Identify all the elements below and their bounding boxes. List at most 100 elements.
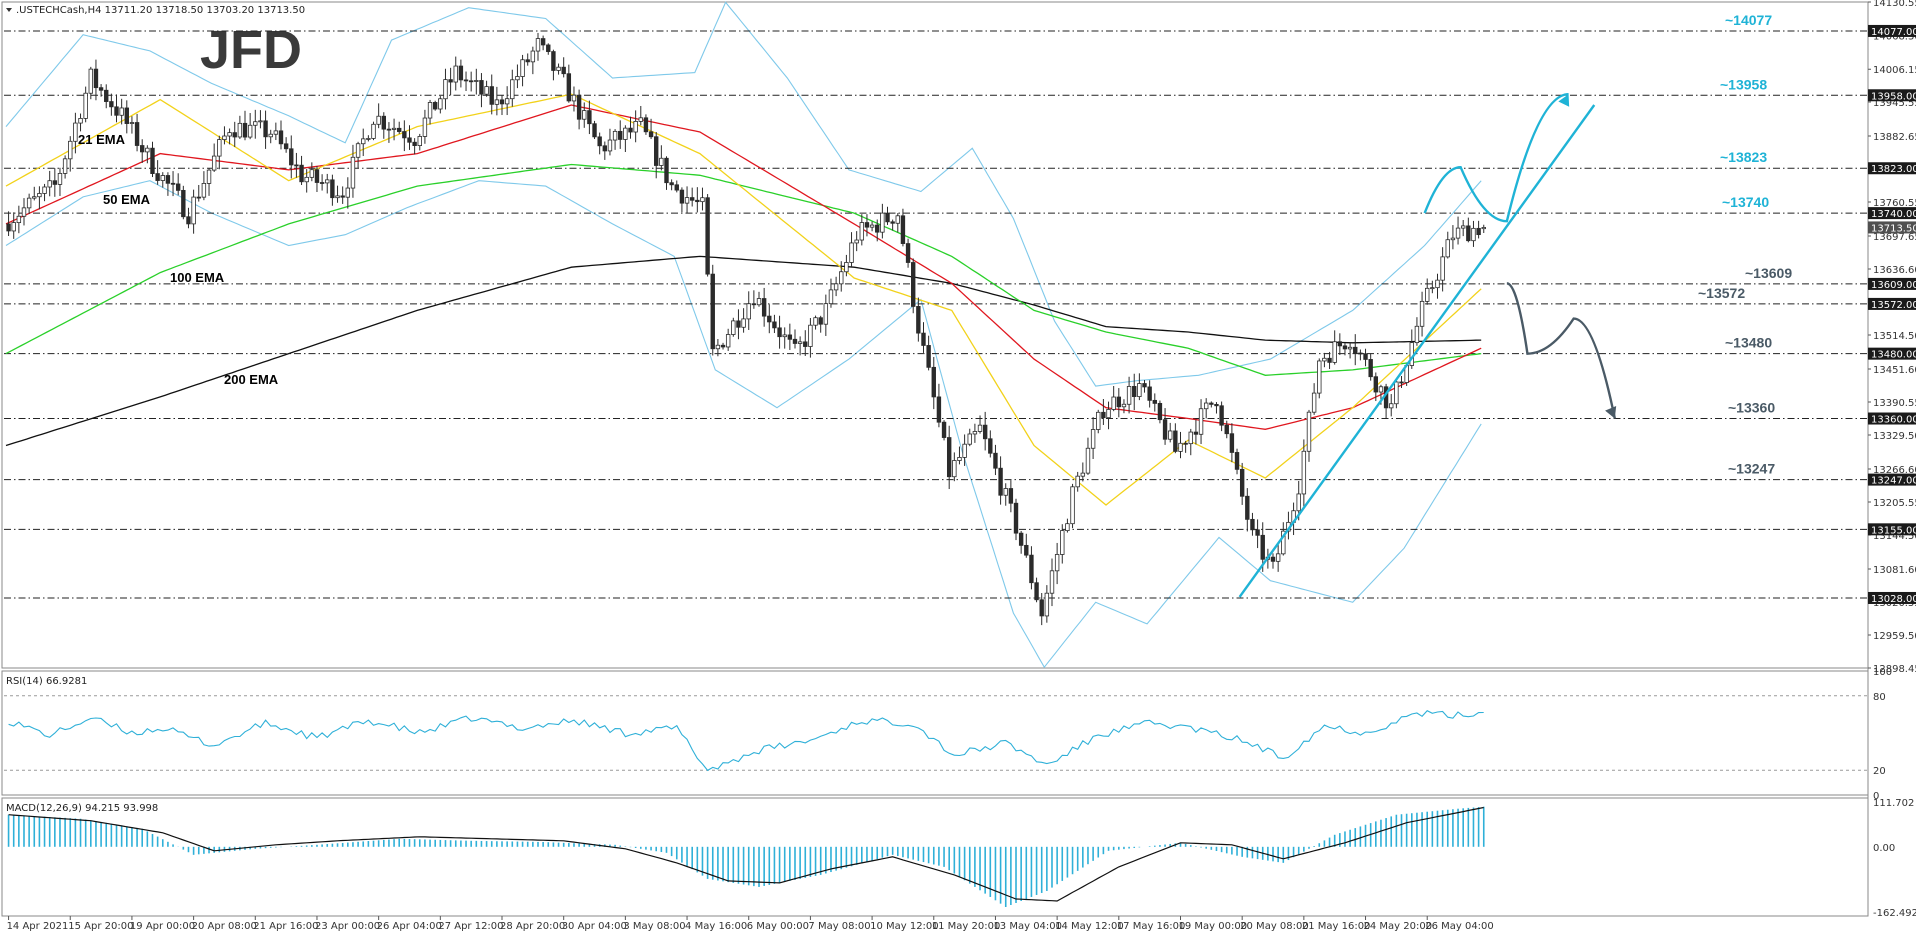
candle-body[interactable] <box>777 327 782 338</box>
candle-body[interactable] <box>47 180 52 188</box>
candle-body[interactable] <box>612 130 618 141</box>
candle-body[interactable] <box>1075 475 1080 488</box>
candle-body[interactable] <box>376 115 381 125</box>
candle-body[interactable] <box>62 158 68 174</box>
candle-body[interactable] <box>1481 227 1486 230</box>
candle-body[interactable] <box>1229 433 1235 453</box>
candle-body[interactable] <box>26 197 32 209</box>
candle-body[interactable] <box>140 145 145 153</box>
candle-body[interactable] <box>792 338 798 344</box>
candle-body[interactable] <box>1101 411 1106 419</box>
candle-body[interactable] <box>761 298 767 317</box>
candle-body[interactable] <box>1024 544 1029 556</box>
candle-body[interactable] <box>607 139 613 152</box>
candle-body[interactable] <box>510 79 515 100</box>
candle-body[interactable] <box>1399 381 1404 384</box>
candle-body[interactable] <box>21 207 27 217</box>
candle-body[interactable] <box>273 130 279 135</box>
candle-body[interactable] <box>345 187 351 198</box>
candle-body[interactable] <box>474 80 479 82</box>
candle-body[interactable] <box>1013 502 1019 534</box>
candle-body[interactable] <box>1018 532 1024 546</box>
candle-body[interactable] <box>438 98 443 110</box>
candle-body[interactable] <box>684 197 690 204</box>
candle-body[interactable] <box>859 222 865 241</box>
candle-body[interactable] <box>679 189 685 204</box>
candle-body[interactable] <box>1430 287 1435 290</box>
candle-body[interactable] <box>767 315 772 323</box>
candle-body[interactable] <box>1070 486 1075 525</box>
candle-body[interactable] <box>751 303 757 306</box>
candle-body[interactable] <box>1414 325 1420 344</box>
candle-body[interactable] <box>1203 402 1209 410</box>
header-dropdown-icon[interactable] <box>6 8 12 12</box>
candle-body[interactable] <box>1466 225 1471 242</box>
candle-body[interactable] <box>1178 442 1183 452</box>
candle-body[interactable] <box>1080 472 1086 477</box>
candle-body[interactable] <box>150 147 155 174</box>
candle-body[interactable] <box>155 173 160 181</box>
candle-body[interactable] <box>227 132 232 137</box>
candle-body[interactable] <box>905 243 911 263</box>
candle-body[interactable] <box>37 193 42 198</box>
candle-body[interactable] <box>982 424 988 440</box>
candle-body[interactable] <box>181 189 186 218</box>
candle-body[interactable] <box>977 424 983 432</box>
candle-body[interactable] <box>895 215 900 224</box>
candle-body[interactable] <box>304 176 309 183</box>
candle-body[interactable] <box>1239 468 1245 497</box>
candle-body[interactable] <box>813 317 818 326</box>
candle-body[interactable] <box>1152 399 1157 404</box>
candle-body[interactable] <box>1342 345 1348 350</box>
candle-body[interactable] <box>746 303 751 320</box>
candle-body[interactable] <box>741 318 746 328</box>
candle-body[interactable] <box>484 86 489 95</box>
candle-body[interactable] <box>561 66 566 75</box>
candle-body[interactable] <box>109 101 114 108</box>
candle-body[interactable] <box>556 66 561 71</box>
candle-body[interactable] <box>782 334 787 338</box>
candle-body[interactable] <box>263 120 268 138</box>
candle-body[interactable] <box>458 65 464 81</box>
candle-body[interactable] <box>1044 592 1050 617</box>
candle-body[interactable] <box>186 216 191 225</box>
candle-body[interactable] <box>582 110 587 120</box>
candle-body[interactable] <box>725 334 731 348</box>
candle-body[interactable] <box>1425 287 1430 302</box>
candle-body[interactable] <box>489 86 494 105</box>
candle-body[interactable] <box>160 175 165 181</box>
candle-body[interactable] <box>124 107 129 124</box>
candle-body[interactable] <box>232 132 237 138</box>
candle-body[interactable] <box>797 341 803 344</box>
candle-body[interactable] <box>1008 488 1014 504</box>
candle-body[interactable] <box>1034 582 1039 601</box>
candle-body[interactable] <box>1219 405 1224 426</box>
candle-body[interactable] <box>1198 408 1204 435</box>
candle-body[interactable] <box>566 73 572 102</box>
candle-body[interactable] <box>931 366 936 398</box>
candle-body[interactable] <box>1322 357 1327 362</box>
candle-body[interactable] <box>957 457 962 461</box>
candle-body[interactable] <box>88 68 94 94</box>
candle-body[interactable] <box>448 79 453 83</box>
candle-body[interactable] <box>1234 452 1240 470</box>
candle-body[interactable] <box>1039 599 1044 617</box>
candle-body[interactable] <box>1368 359 1373 378</box>
candle-body[interactable] <box>73 122 78 142</box>
candle-body[interactable] <box>422 117 428 137</box>
candle-body[interactable] <box>129 122 135 124</box>
candle-body[interactable] <box>926 345 931 368</box>
candle-body[interactable] <box>1450 237 1456 241</box>
candle-body[interactable] <box>864 222 870 228</box>
candle-body[interactable] <box>1358 352 1363 355</box>
candle-body[interactable] <box>1049 570 1055 594</box>
candle-body[interactable] <box>191 196 196 225</box>
candle-body[interactable] <box>6 223 11 232</box>
candle-body[interactable] <box>1255 529 1260 536</box>
candle-body[interactable] <box>1373 376 1379 393</box>
candle-body[interactable] <box>340 195 345 198</box>
candle-body[interactable] <box>1173 430 1178 452</box>
candle-body[interactable] <box>417 136 422 147</box>
candle-body[interactable] <box>720 344 726 348</box>
candle-body[interactable] <box>1419 300 1425 327</box>
